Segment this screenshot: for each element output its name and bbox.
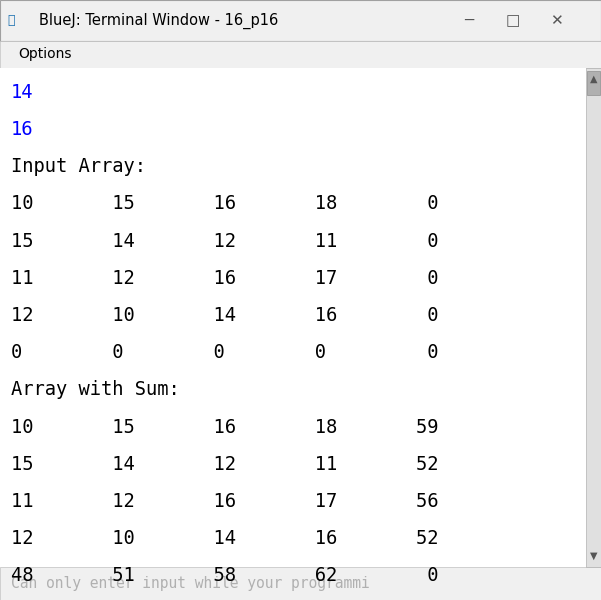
Text: □: □ [505,13,520,28]
Bar [0,68,586,567]
Text: ✕: ✕ [550,13,563,28]
Text: Can only enter input while your programmi: Can only enter input while your programm… [11,576,370,591]
Text: ─: ─ [464,13,474,28]
Text: 12       10       14       16       52: 12 10 14 16 52 [11,529,438,548]
Text: 🐦: 🐦 [7,14,14,27]
Text: ▼: ▼ [590,551,597,561]
Text: 0        0        0        0         0: 0 0 0 0 0 [11,343,438,362]
Text: 16: 16 [11,120,33,139]
Text: 15       14       12       11        0: 15 14 12 11 0 [11,232,438,251]
Bar [587,71,600,95]
Text: Input Array:: Input Array: [11,157,146,176]
Text: Options: Options [18,47,72,61]
Text: 10       15       16       18       59: 10 15 16 18 59 [11,418,438,437]
Bar [0,0,601,41]
Bar [0,41,601,68]
Text: 10       15       16       18        0: 10 15 16 18 0 [11,194,438,214]
Text: 11       12       16       17        0: 11 12 16 17 0 [11,269,438,288]
Text: 48       51       58       62        0: 48 51 58 62 0 [11,566,438,586]
Text: Array with Sum:: Array with Sum: [11,380,180,400]
Text: BlueJ: Terminal Window - 16_p16: BlueJ: Terminal Window - 16_p16 [39,12,278,29]
Text: 11       12       16       17       56: 11 12 16 17 56 [11,492,438,511]
Text: ▲: ▲ [590,74,597,83]
Bar [0,567,601,600]
Text: 12       10       14       16        0: 12 10 14 16 0 [11,306,438,325]
Text: 14: 14 [11,83,33,102]
Text: 15       14       12       11       52: 15 14 12 11 52 [11,455,438,474]
Bar [586,68,601,567]
